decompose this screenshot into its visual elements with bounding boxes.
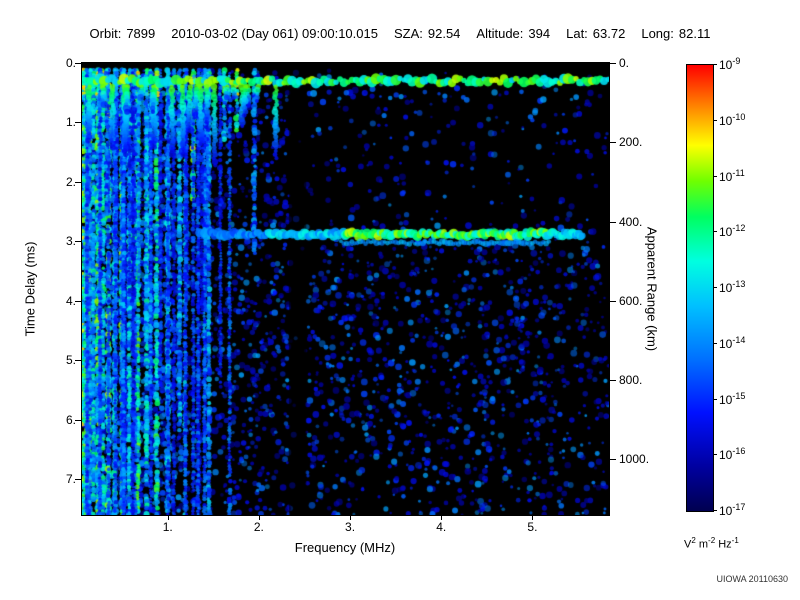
range-tick-mark [610,221,616,223]
sza-group: SZA: 92.54 [394,26,460,41]
range-tick-label: 600. [619,293,643,308]
x-tick-mark [258,515,260,520]
x-tick-mark [441,515,443,520]
sza-label: SZA: [393,26,423,41]
lat-group: Lat: 63.72 [566,26,625,41]
credit-text: UIOWA 20110630 [716,574,788,584]
sza-value: 92.54 [427,26,461,41]
altitude-value: 394 [528,26,551,41]
x-tick-mark [532,515,534,520]
x-tick-label: 5. [527,520,538,534]
y-tick-mark [75,419,81,421]
colorbar-tick-mark [713,119,717,121]
x-tick-mark [350,515,352,520]
colorbar [686,64,714,512]
colorbar-tick-label: 10-13 [719,279,746,295]
range-tick-label: 200. [619,135,643,150]
colorbar-tick-label: 10-14 [719,334,746,351]
colorbar-tick-label: 10-9 [719,56,741,72]
y-tick-mark [75,181,81,183]
y-tick-label: 3. [65,234,76,249]
colorbar-tick-label: 10-15 [719,390,746,407]
orbit-group: Orbit: 7899 [90,26,156,41]
long-label: Long: [641,26,674,41]
x-tick-label: 4. [436,520,447,534]
range-tick-mark [610,142,616,144]
colorbar-tick-label: 10-10 [719,111,746,128]
y-tick-mark [75,63,81,64]
range-tick-mark [610,300,616,302]
lat-value: 63.72 [592,26,626,41]
altitude-group: Altitude: 394 [476,26,550,41]
header-info: Orbit: 7899 2010-03-02 (Day 061) 09:00:10… [0,26,800,41]
colorbar-tick-label: 10-17 [719,502,746,518]
orbit-label: Orbit: [89,26,122,41]
range-tick-label: 0. [619,56,630,70]
y-tick-label: 2. [65,174,76,189]
colorbar-unit-label: V2 m-2 Hz-1 [684,536,739,551]
range-tick-mark [610,63,616,64]
y-axis-label-right: Apparent Range (km) [644,226,660,352]
y-tick-mark [75,360,81,362]
lat-label: Lat: [566,26,588,41]
y-tick-label: 1. [65,115,76,130]
y-tick-label: 5. [65,353,76,368]
y-tick-mark [75,479,81,481]
colorbar-tick-mark [713,175,717,177]
colorbar-tick-mark [713,342,717,344]
x-tick-mark [167,515,169,520]
long-value: 82.11 [678,26,711,41]
ionogram-canvas [82,63,609,515]
y-tick-label: 4. [65,293,76,308]
x-tick-label: 3. [345,520,356,534]
range-tick-mark [610,380,616,382]
y-tick-mark [75,122,81,124]
colorbar-tick-mark [713,510,717,511]
colorbar-tick-mark [713,287,717,288]
y-tick-label: 6. [65,412,76,427]
colorbar-tick-mark [713,231,717,233]
y-tick-label: 0. [65,56,76,70]
colorbar-tick-label: 10-12 [719,223,746,240]
spectrogram-plot-area [81,62,610,516]
orbit-value: 7899 [126,26,156,41]
colorbar-tick-mark [713,454,717,456]
colorbar-tick-mark [713,64,717,65]
long-group: Long: 82.11 [641,26,710,41]
colorbar-tick-label: 10-11 [719,167,745,184]
colorbar-tick-mark [713,398,717,400]
y-tick-label: 7. [65,472,76,487]
range-tick-label: 800. [619,373,643,388]
x-axis-label: Frequency (MHz) [294,540,396,555]
range-tick-mark [610,459,616,461]
datetime-text: 2010-03-02 (Day 061) 09:00:10.015 [171,26,378,41]
x-tick-label: 2. [253,520,264,534]
altitude-label: Altitude: [476,26,524,41]
range-tick-label: 400. [619,214,643,229]
x-tick-label: 1. [162,520,173,534]
y-tick-mark [75,300,81,302]
colorbar-tick-label: 10-16 [719,446,746,463]
range-tick-label: 1000. [619,452,650,467]
y-tick-mark [75,241,81,243]
y-axis-label-left: Time Delay (ms) [22,241,38,337]
